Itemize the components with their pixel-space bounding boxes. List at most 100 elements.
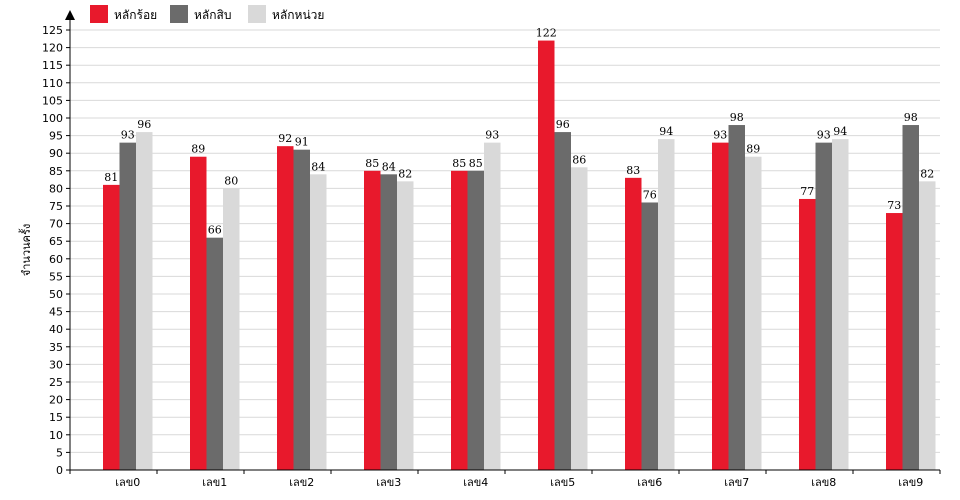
data-label: 82: [920, 167, 934, 180]
data-label: 85: [452, 157, 466, 170]
y-tick-label: 105: [42, 94, 63, 107]
data-label: 98: [730, 111, 744, 124]
legend-label: หลักหน่วย: [272, 8, 324, 22]
data-label: 80: [224, 174, 238, 187]
bar: [832, 139, 849, 470]
bars-layer: [103, 40, 936, 471]
bar: [103, 184, 120, 470]
data-label: 73: [887, 199, 901, 212]
data-label: 122: [536, 27, 557, 40]
x-tick-label: เลข2: [289, 476, 314, 489]
y-tick-label: 10: [49, 429, 63, 442]
bar: [815, 142, 832, 470]
bar: [364, 170, 381, 471]
bar: [886, 213, 903, 471]
y-tick-label: 95: [49, 130, 63, 143]
x-tick-label: เลข7: [724, 476, 749, 489]
y-tick-label: 45: [49, 306, 63, 319]
bar: [538, 40, 555, 471]
y-tick-label: 75: [49, 200, 63, 213]
bar: [625, 177, 642, 470]
y-tick-label: 15: [49, 411, 63, 424]
bar: [397, 181, 414, 471]
y-tick-label: 65: [49, 235, 63, 248]
y-tick-label: 0: [56, 464, 63, 477]
x-tick-label: เลข8: [811, 476, 836, 489]
bar: [206, 237, 223, 470]
y-tick-label: 30: [49, 358, 63, 371]
data-label: 96: [556, 118, 570, 131]
y-tick-label: 90: [49, 147, 63, 160]
data-label: 98: [904, 111, 918, 124]
bar: [451, 170, 468, 471]
data-label: 85: [365, 157, 379, 170]
x-tick-label: เลข0: [115, 476, 140, 489]
y-tick-label: 115: [42, 59, 63, 72]
y-tick-label: 100: [42, 112, 63, 125]
bar: [223, 188, 240, 470]
y-tick-label: 25: [49, 376, 63, 389]
data-label: 91: [295, 136, 309, 149]
data-label: 89: [746, 143, 760, 156]
bar: [119, 142, 136, 470]
legend-label: หลักสิบ: [194, 8, 231, 22]
bar: [728, 125, 745, 470]
data-label: 93: [485, 129, 499, 142]
bar: [658, 139, 675, 470]
data-label: 93: [713, 129, 727, 142]
y-tick-label: 60: [49, 253, 63, 266]
bar: [380, 174, 397, 470]
bar: [277, 146, 294, 470]
y-tick-label: 35: [49, 341, 63, 354]
data-label: 83: [626, 164, 640, 177]
data-label: 94: [659, 125, 673, 138]
data-label: 94: [833, 125, 847, 138]
labels-layer: 0 5 10 15 20 25 30 35 40 45 50 55 60 65 70 75 80 85 90 95 10…: [42, 24, 934, 489]
y-tick-label: 80: [49, 182, 63, 195]
bar: [554, 132, 571, 470]
y-tick-label: 40: [49, 323, 63, 336]
legend-swatch: [248, 5, 266, 23]
data-label: 77: [800, 185, 814, 198]
axes-layer: [65, 10, 941, 474]
x-tick-label: เลข5: [550, 476, 575, 489]
x-tick-label: เลข3: [376, 476, 401, 489]
x-tick-label: เลข6: [637, 476, 662, 489]
legend: หลักร้อย หลักสิบ หลักหน่วย: [90, 5, 324, 23]
y-tick-label: 110: [42, 77, 63, 90]
bar: [919, 181, 936, 471]
data-label: 84: [311, 160, 325, 173]
data-label: 82: [398, 167, 412, 180]
x-tick-label: เลข9: [898, 476, 923, 489]
x-tick-label: เลข1: [202, 476, 227, 489]
bar: [310, 174, 327, 470]
y-tick-label: 5: [56, 446, 63, 459]
bar: [136, 132, 153, 470]
legend-label: หลักร้อย: [114, 8, 157, 22]
data-label: 85: [469, 157, 483, 170]
legend-swatch: [170, 5, 188, 23]
y-tick-label: 55: [49, 270, 63, 283]
data-label: 93: [121, 129, 135, 142]
y-tick-label: 120: [42, 42, 63, 55]
bar: [571, 167, 588, 470]
bar: [712, 142, 729, 470]
y-tick-label: 50: [49, 288, 63, 301]
data-label: 92: [278, 132, 292, 145]
y-tick-label: 20: [49, 394, 63, 407]
data-label: 93: [817, 129, 831, 142]
bar: [745, 156, 762, 470]
bar: [484, 142, 501, 470]
y-tick-label: 125: [42, 24, 63, 37]
bar: [293, 149, 310, 470]
bar: [641, 202, 658, 471]
y-tick-label: 70: [49, 218, 63, 231]
x-tick-label: เลข4: [463, 476, 488, 489]
data-label: 84: [382, 160, 396, 173]
bar: [467, 170, 484, 471]
y-tick-label: 85: [49, 165, 63, 178]
data-label: 66: [208, 224, 222, 237]
y-axis-arrow-icon: [65, 10, 75, 20]
bar: [190, 156, 207, 470]
